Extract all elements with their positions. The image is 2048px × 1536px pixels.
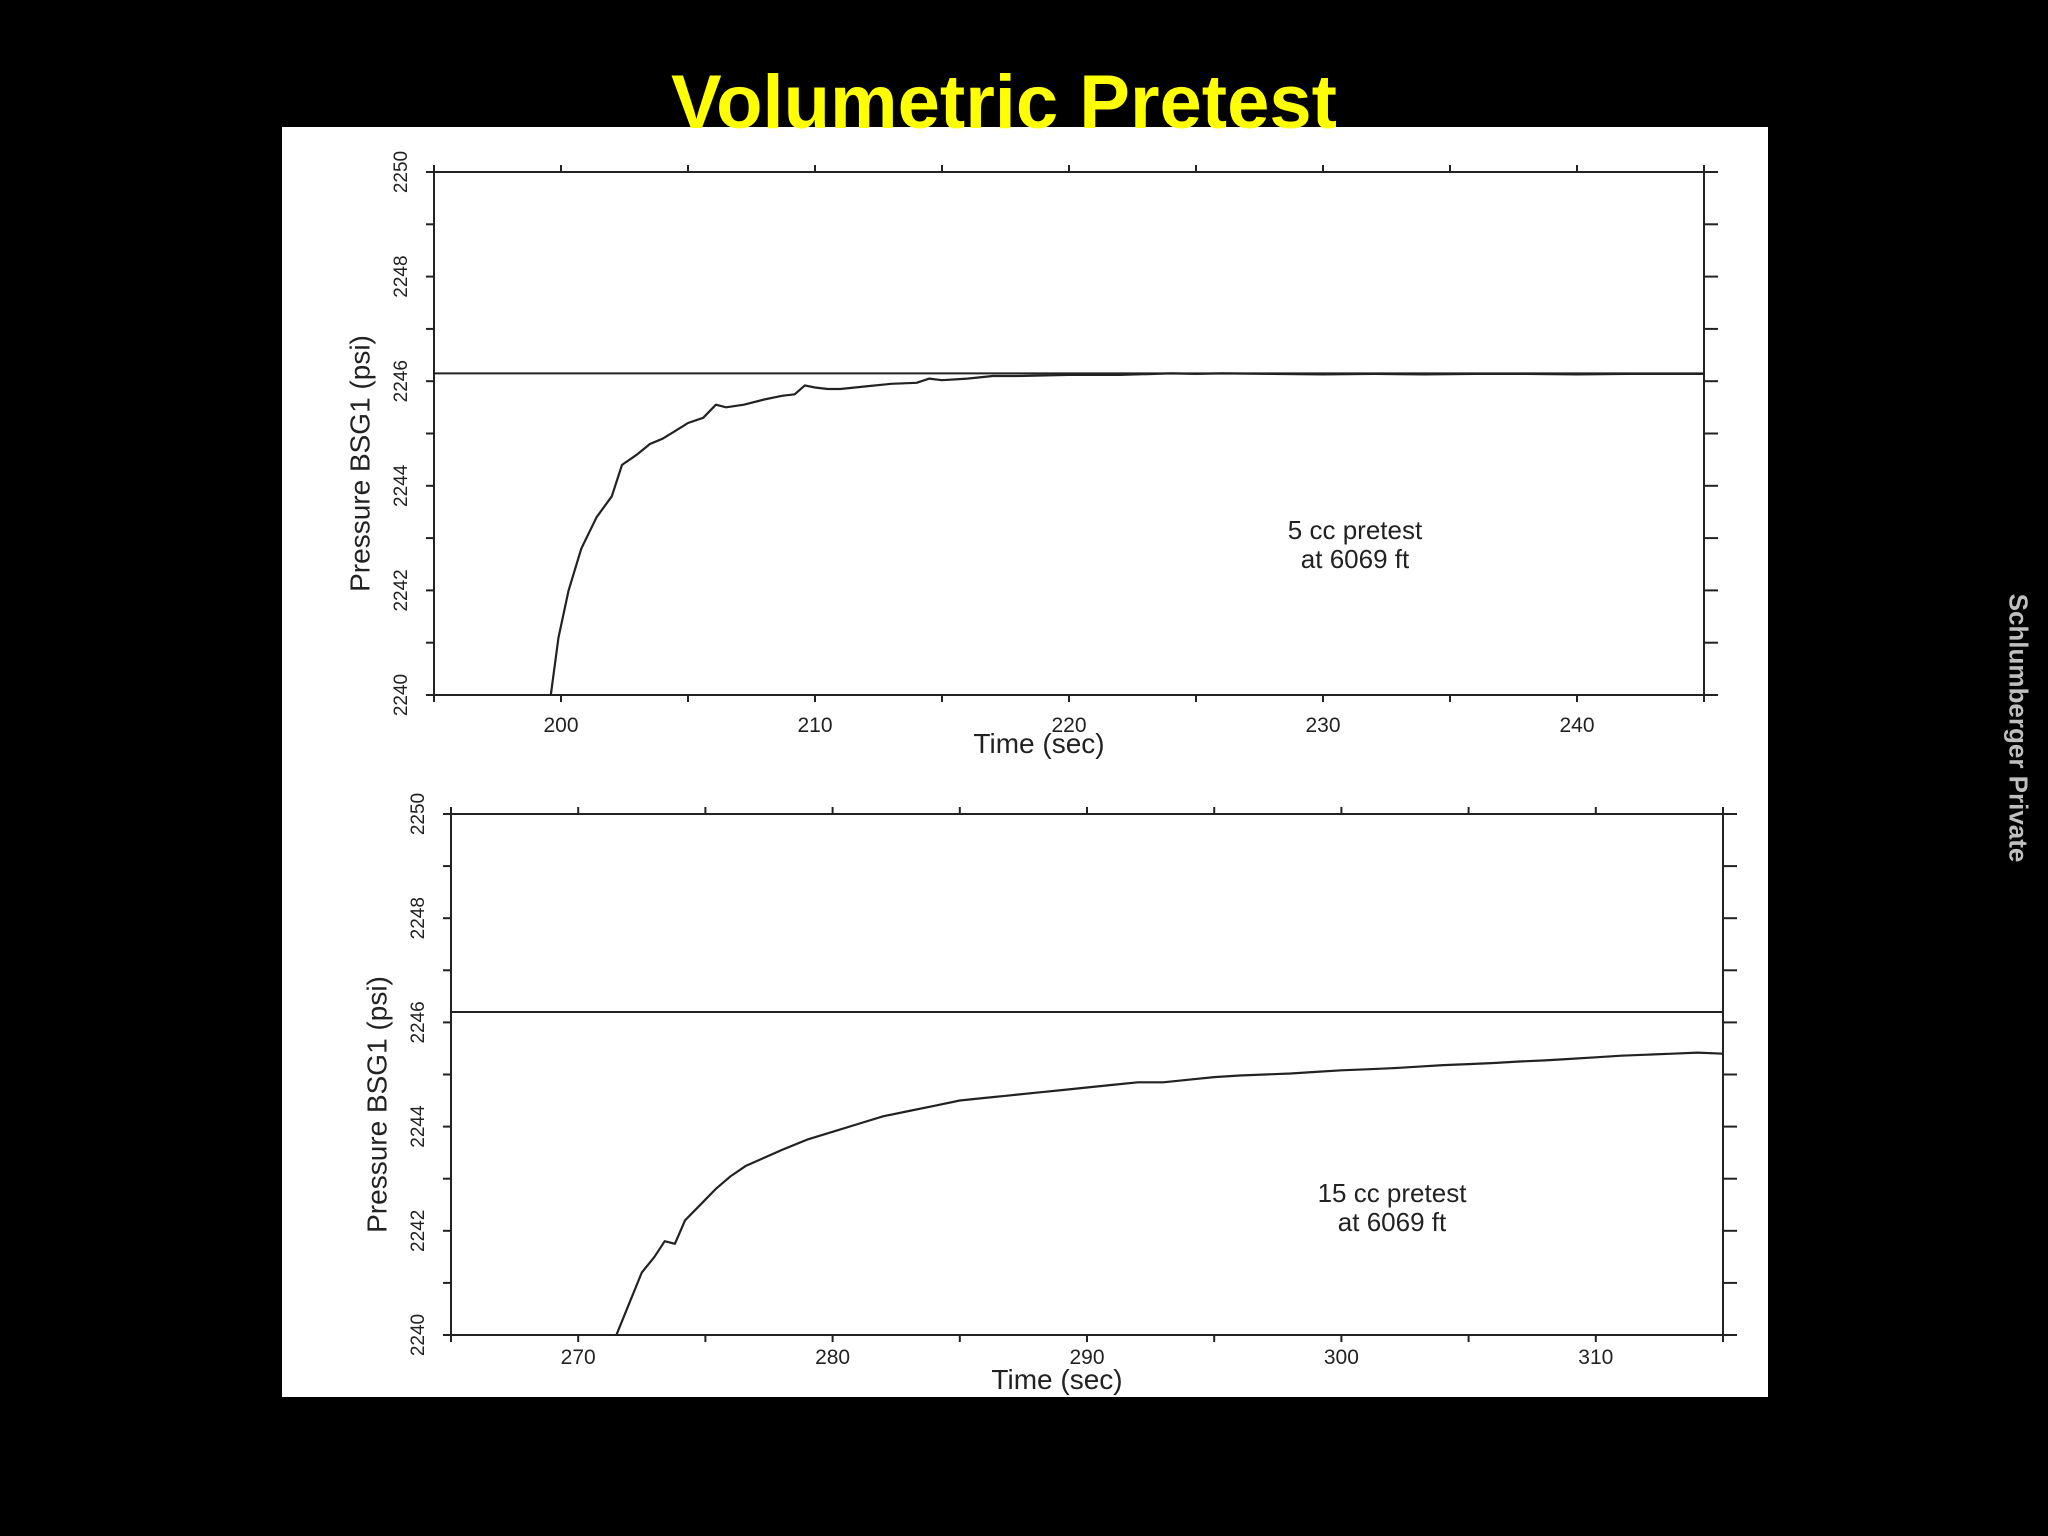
x-tick-label: 230 xyxy=(1305,714,1340,737)
x-tick-label: 290 xyxy=(1069,1346,1104,1369)
pressure-series-line xyxy=(549,372,1704,696)
x-tick-label: 200 xyxy=(543,714,578,737)
chart-2: 270 280 290 300 310 2240 2242 2244 2246 2248 2250 T… xyxy=(361,793,1737,1395)
x-tick-label: 240 xyxy=(1559,714,1594,737)
pressure-charts: 200 210 220 230 240 2240 2242 2244 2246 2248 2250 T… xyxy=(344,151,1737,1395)
pretest-annotation: at 6069 ft xyxy=(1301,544,1410,574)
x-tick-label: 220 xyxy=(1051,714,1086,737)
y-axis-title: Pressure BSG1 (psi) xyxy=(361,976,392,1233)
pretest-annotation: 5 cc pretest xyxy=(1288,515,1423,545)
y-tick-label: 2248 xyxy=(408,897,429,939)
plot-frame xyxy=(433,171,1705,696)
pretest-annotation: at 6069 ft xyxy=(1338,1207,1447,1237)
x-tick-label: 280 xyxy=(815,1346,850,1369)
side-label: Schlumberger Private xyxy=(2003,593,2034,863)
y-tick-label: 2240 xyxy=(391,674,412,716)
pretest-annotation: 15 cc pretest xyxy=(1318,1178,1468,1208)
chart-1: 200 210 220 230 240 2240 2242 2244 2246 2248 2250 T… xyxy=(344,151,1718,759)
y-tick-label: 2248 xyxy=(391,255,412,297)
slide-title: Volumetric Pretest xyxy=(671,60,1337,145)
y-tick-label: 2242 xyxy=(408,1210,429,1252)
x-tick-label: 270 xyxy=(561,1346,596,1369)
plot-frame xyxy=(450,813,1724,1336)
y-tick-label: 2246 xyxy=(408,1001,429,1043)
y-axis-title: Pressure BSG1 (psi) xyxy=(344,335,375,592)
x-tick-label: 210 xyxy=(797,714,832,737)
y-tick-label: 2240 xyxy=(408,1314,429,1356)
x-tick-label: 310 xyxy=(1578,1346,1613,1369)
y-tick-label: 2244 xyxy=(408,1105,429,1148)
x-tick-label: 300 xyxy=(1324,1346,1359,1369)
y-tick-label: 2244 xyxy=(391,464,412,507)
scanned-figure: 200 210 220 230 240 2240 2242 2244 2246 2248 2250 T… xyxy=(282,127,1768,1397)
y-tick-label: 2250 xyxy=(408,793,429,835)
x-axis-title: Time (sec) xyxy=(991,1364,1122,1395)
pressure-series-line xyxy=(615,1051,1724,1336)
x-axis-title: Time (sec) xyxy=(973,728,1104,759)
y-tick-label: 2246 xyxy=(391,360,412,402)
y-tick-label: 2242 xyxy=(391,569,412,611)
y-tick-label: 2250 xyxy=(391,151,412,193)
